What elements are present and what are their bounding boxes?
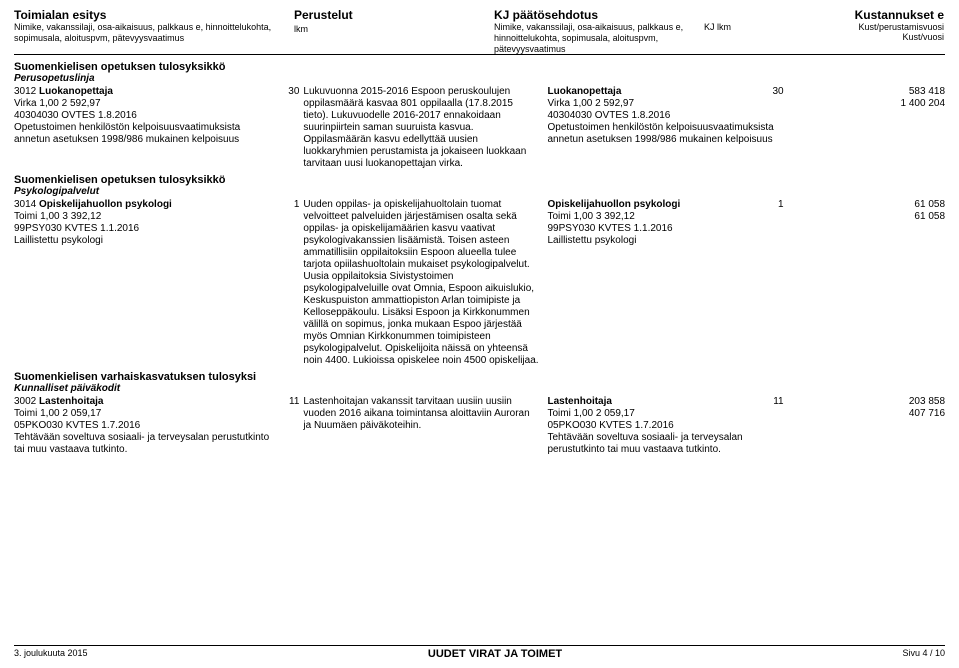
r3-1: 05PKO030 KVTES 1.7.2016	[548, 420, 674, 431]
hdr-col1: Toimialan esitys Nimike, vakanssilaji, o…	[14, 8, 294, 44]
section-sub-2: Psykologipalvelut	[14, 186, 945, 197]
r2-0: Toimi 1,00 3 392,12	[548, 211, 635, 222]
page: Toimialan esitys Nimike, vakanssilaji, o…	[0, 0, 959, 668]
r1-1: 40304030 OVTES 1.8.2016	[548, 110, 671, 121]
rtitle-3: Lastenhoitaja	[548, 396, 754, 408]
section-head-3: Suomenkielisen varhaiskasvatuksen tulosy…	[14, 371, 945, 383]
footer-right: Sivu 4 / 10	[902, 648, 945, 660]
l2-2: Laillistettu psykologi	[14, 235, 103, 246]
l1-1: 40304030 OVTES 1.8.2016	[14, 110, 137, 121]
r1-0: Virka 1,00 2 592,97	[548, 98, 635, 109]
section-head-2: Suomenkielisen opetuksen tulosyksikkö	[14, 174, 945, 186]
hdr4-title: Kustannukset e	[774, 8, 944, 22]
itemno-3: 3002	[14, 396, 36, 407]
hdr3-kj: KJ lkm	[704, 22, 754, 55]
l2-1: 99PSY030 KVTES 1.1.2016	[14, 223, 139, 234]
hdr4-sub1: Kust/perustamisvuosi	[774, 22, 944, 32]
r3-0: Toimi 1,00 2 059,17	[548, 408, 635, 419]
page-footer: 3. joulukuuta 2015 UUDET VIRAT JA TOIMET…	[14, 645, 945, 660]
nums-2: 61 058 61 058	[788, 199, 945, 223]
nums-1: 583 418 1 400 204	[788, 86, 945, 110]
rtitle-2: Opiskelijahuollon psykologi	[548, 199, 754, 211]
l3-0: Toimi 1,00 2 059,17	[14, 408, 101, 419]
center-2: Uuden oppilas- ja opiskelijahuoltolain t…	[303, 199, 547, 367]
right-2: Opiskelijahuollon psykologi 1 Toimi 1,00…	[548, 199, 788, 247]
l2-0: Toimi 1,00 3 392,12	[14, 211, 101, 222]
num1-1: 583 418	[788, 86, 945, 98]
left-3: 3002 Lastenhoitaja Toimi 1,00 2 059,17 0…	[14, 396, 276, 456]
l3-1: 05PKO030 KVTES 1.7.2016	[14, 420, 140, 431]
num2-1: 1 400 204	[788, 98, 945, 110]
lkm-3: 11	[276, 396, 304, 408]
center-3: Lastenhoitajan vakanssit tarvitaan uusii…	[303, 396, 547, 432]
footer-mid: UUDET VIRAT JA TOIMET	[428, 648, 562, 660]
rtitle-1: Luokanopettaja	[548, 86, 754, 98]
kjlkm-1: 30	[754, 86, 784, 98]
right-3: Lastenhoitaja 11 Toimi 1,00 2 059,17 05P…	[548, 396, 788, 456]
nums-3: 203 858 407 716	[788, 396, 945, 420]
hdr2-sub: lkm	[294, 24, 494, 34]
left-2: 3014 Opiskelijahuollon psykologi Toimi 1…	[14, 199, 276, 247]
lkm-1: 30	[276, 86, 304, 98]
row-1: 3012 Luokanopettaja Virka 1,00 2 592,97 …	[14, 86, 945, 170]
hdr3-sub: Nimike, vakanssilaji, osa-aikaisuus, pal…	[494, 22, 704, 55]
hdr3-title: KJ päätösehdotus	[494, 8, 774, 22]
itemtitle-1: Luokanopettaja	[39, 86, 113, 97]
r3-2: Tehtävään soveltuva sosiaali- ja terveys…	[548, 432, 743, 455]
r1-2: Opetustoimen henkilöstön kelpoisuusvaati…	[548, 122, 774, 145]
itemtitle-2: Opiskelijahuollon psykologi	[39, 199, 172, 210]
l1-2: Opetustoimen henkilöstön kelpoisuusvaati…	[14, 122, 240, 145]
hdr1-title: Toimialan esitys	[14, 8, 294, 22]
num1-3: 203 858	[788, 396, 945, 408]
l3-2: Tehtävään soveltuva sosiaali- ja terveys…	[14, 432, 269, 455]
lkm-2: 1	[276, 199, 304, 211]
kjlkm-2: 1	[754, 199, 784, 211]
itemno-1: 3012	[14, 86, 36, 97]
hdr-col2: Perustelut lkm	[294, 8, 494, 34]
r2-2: Laillistettu psykologi	[548, 235, 637, 246]
num2-2: 61 058	[788, 211, 945, 223]
kjlkm-3: 11	[754, 396, 784, 408]
r2-1: 99PSY030 KVTES 1.1.2016	[548, 223, 673, 234]
row-2: 3014 Opiskelijahuollon psykologi Toimi 1…	[14, 199, 945, 367]
hdr1-sub: Nimike, vakanssilaji, osa-aikaisuus, pal…	[14, 22, 294, 44]
hdr2-title: Perustelut	[294, 8, 494, 22]
itemno-2: 3014	[14, 199, 36, 210]
l1-0: Virka 1,00 2 592,97	[14, 98, 101, 109]
footer-left: 3. joulukuuta 2015	[14, 648, 88, 660]
num1-2: 61 058	[788, 199, 945, 211]
center-1: Lukuvuonna 2015-2016 Espoon peruskouluje…	[303, 86, 547, 170]
hdr-col4: Kustannukset e Kust/perustamisvuosi Kust…	[774, 8, 944, 42]
num2-3: 407 716	[788, 408, 945, 420]
right-1: Luokanopettaja 30 Virka 1,00 2 592,97 40…	[548, 86, 788, 146]
table-header: Toimialan esitys Nimike, vakanssilaji, o…	[14, 8, 945, 55]
section-sub-3: Kunnalliset päiväkodit	[14, 383, 945, 394]
itemtitle-3: Lastenhoitaja	[39, 396, 103, 407]
row-3: 3002 Lastenhoitaja Toimi 1,00 2 059,17 0…	[14, 396, 945, 456]
left-1: 3012 Luokanopettaja Virka 1,00 2 592,97 …	[14, 86, 276, 146]
section-sub-1: Perusopetuslinja	[14, 73, 945, 84]
hdr4-sub2: Kust/vuosi	[774, 32, 944, 42]
section-head-1: Suomenkielisen opetuksen tulosyksikkö	[14, 61, 945, 73]
hdr-col3: KJ päätösehdotus Nimike, vakanssilaji, o…	[494, 8, 774, 55]
